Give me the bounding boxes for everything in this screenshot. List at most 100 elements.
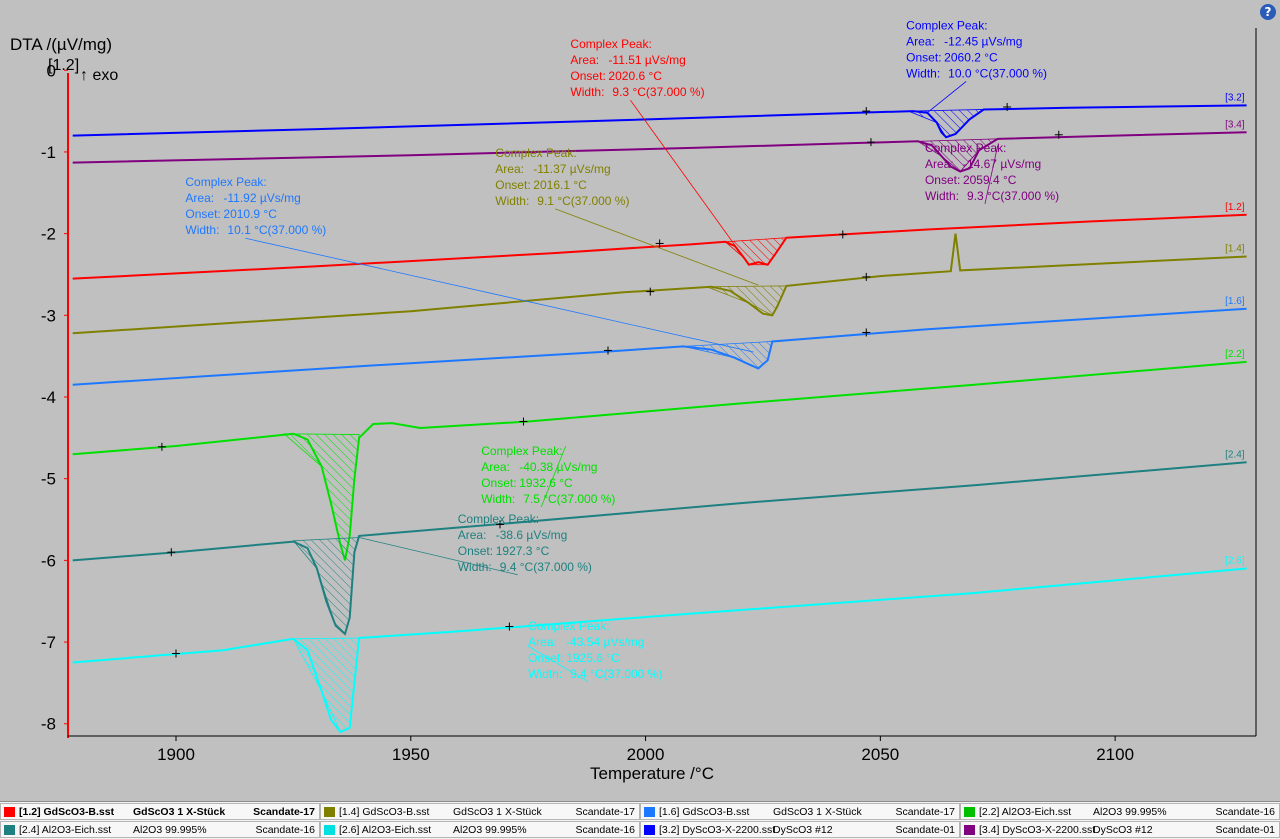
peak-value: 9.3 °C(37.000 %) [612, 85, 704, 99]
y-tick-label: -5 [41, 470, 56, 489]
curve-label: [1.2] [1225, 202, 1245, 213]
curve-[1.4] [72, 233, 1247, 335]
y-axis-title: DTA /(µV/mg) [10, 35, 112, 54]
peak-value: 2059.4 °C [963, 173, 1017, 187]
y-tick-label: -3 [41, 306, 56, 325]
peak-label: Area: [925, 157, 954, 171]
legend-item[interactable]: [2.4] Al2O3-Eich.sst Al2O3 99.995% Scandat… [0, 821, 320, 838]
legend-project: Scandate-16 [255, 824, 315, 836]
peak-label: Onset: [481, 476, 516, 490]
peak-value: 2020.6 °C [608, 69, 662, 83]
legend-item[interactable]: [1.6] GdScO3-B.sst GdScO3 1 X-Stück Scanda… [640, 803, 960, 820]
peak-leader [630, 99, 745, 259]
peak-label: Width: [458, 560, 492, 574]
peak-value: -11.37 µVs/mg [533, 162, 610, 176]
y-axis-marker: [1.2] [48, 57, 79, 74]
curve-[2.6] [72, 567, 1247, 734]
peak-value: 2060.2 °C [944, 50, 998, 64]
curve-label: [1.6] [1225, 296, 1245, 307]
peak-label: Width: [528, 667, 562, 681]
peak-value: -12.45 µVs/mg [944, 34, 1022, 48]
x-tick-label: 2050 [861, 745, 899, 764]
peak-label: Width: [481, 492, 515, 506]
peak-leader [984, 145, 999, 205]
legend-swatch-icon [4, 807, 15, 817]
legend-file: [1.2] GdScO3-B.sst [19, 806, 115, 818]
peak-label: Width: [570, 85, 604, 99]
peak-value: -40.38 µVs/mg [519, 460, 597, 474]
legend-item[interactable]: [2.2] Al2O3-Eich.sst Al2O3 99.995% Scandat… [960, 803, 1280, 820]
peak-label: Complex Peak: [528, 619, 609, 633]
legend-item[interactable]: [3.4] DyScO3-X-2200.sst DyScO3 #12 Scandat… [960, 821, 1280, 838]
x-tick-label: 2000 [627, 745, 665, 764]
peak-value: 9.1 °C(37.000 %) [537, 194, 629, 208]
peak-value: 1932.6 °C [519, 476, 573, 490]
peak-leader [245, 237, 754, 353]
peak-value: 10.0 °C(37.000 %) [948, 66, 1047, 80]
curve-[2.2] [72, 360, 1247, 561]
peak-leader [927, 81, 967, 114]
curve-label: [3.2] [1225, 92, 1245, 103]
legend-swatch-icon [644, 807, 655, 817]
y-tick-label: -6 [41, 551, 56, 570]
peak-leader [527, 645, 589, 683]
curve-[2.4] [72, 461, 1247, 636]
peak-value: 9.3 °C(37.000 %) [967, 189, 1059, 203]
peak-value: 7.5 °C(37.000 %) [523, 492, 615, 506]
legend-file: [1.6] GdScO3-B.sst [659, 806, 750, 818]
x-axis-title: Temperature /°C [590, 764, 714, 783]
peak-area-[2.6] [292, 637, 360, 733]
legend-project: Scandate-17 [895, 806, 955, 818]
curve-[1.2] [72, 213, 1247, 280]
curve-label: [2.4] [1225, 449, 1245, 460]
legend-sample: Al2O3 99.995% [453, 824, 527, 836]
legend-swatch-icon [964, 825, 975, 835]
legend-swatch-icon [4, 825, 15, 835]
peak-value: 2010.9 °C [223, 207, 277, 221]
legend-project: Scandate-17 [575, 806, 635, 818]
legend-sample: GdScO3 1 X-Stück [773, 806, 862, 818]
peak-label: Area: [495, 162, 524, 176]
curve-[3.4] [72, 131, 1247, 173]
legend-item[interactable]: [2.6] Al2O3-Eich.sst Al2O3 99.995% Scandat… [320, 821, 640, 838]
legend-item[interactable]: [1.4] GdScO3-B.sst GdScO3 1 X-Stück Scanda… [320, 803, 640, 820]
curve-label: [2.6] [1225, 556, 1245, 567]
peak-label: Onset: [570, 69, 605, 83]
legend-sample: DyScO3 #12 [1093, 824, 1153, 836]
legend-file: [3.2] DyScO3-X-2200.sst [659, 824, 776, 836]
peak-value: 9.4 °C(37.000 %) [570, 667, 662, 681]
peak-value: 10.1 °C(37.000 %) [227, 223, 326, 237]
legend-project: Scandate-16 [575, 824, 635, 836]
legend-sample: GdScO3 1 X-Stück [133, 806, 226, 818]
peak-label: Complex Peak: [481, 444, 562, 458]
exo-label: ↑ exo [80, 67, 118, 84]
y-tick-label: -2 [41, 225, 56, 244]
curve-label: [1.4] [1225, 243, 1245, 254]
peak-value: 2016.1 °C [533, 178, 587, 192]
peak-value: -38.6 µVs/mg [496, 528, 568, 542]
legend-item[interactable]: [1.2] GdScO3-B.sst GdScO3 1 X-Stück Scanda… [0, 803, 320, 820]
curve-label: [2.2] [1225, 349, 1245, 360]
peak-value: -11.92 µVs/mg [223, 191, 300, 205]
y-tick-label: -8 [41, 715, 56, 734]
peak-label: Area: [481, 460, 510, 474]
x-tick-label: 2100 [1096, 745, 1134, 764]
legend-item[interactable]: [3.2] DyScO3-X-2200.sst DyScO3 #12 Scandat… [640, 821, 960, 838]
legend-sample: DyScO3 #12 [773, 824, 833, 836]
peak-label: Complex Peak: [458, 512, 539, 526]
curve-label: [3.4] [1225, 119, 1245, 130]
legend-swatch-icon [964, 807, 975, 817]
legend-swatch-icon [324, 825, 335, 835]
peak-label: Onset: [185, 207, 220, 221]
peak-label: Area: [185, 191, 214, 205]
legend-sample: Al2O3 99.995% [133, 824, 207, 836]
x-tick-label: 1900 [157, 745, 195, 764]
peak-label: Width: [925, 189, 959, 203]
peak-label: Area: [570, 53, 599, 67]
legend-sample: GdScO3 1 X-Stück [453, 806, 542, 818]
peak-label: Onset: [906, 50, 941, 64]
help-icon[interactable]: ? [1260, 4, 1276, 20]
dta-chart: 0 -1 -2 -3 -4 -5 -6 -7 -8 1900 1950 2000 2050 2100 DTA… [10, 18, 1257, 783]
curve-[3.2] [72, 104, 1247, 139]
peak-label: Onset: [925, 173, 960, 187]
